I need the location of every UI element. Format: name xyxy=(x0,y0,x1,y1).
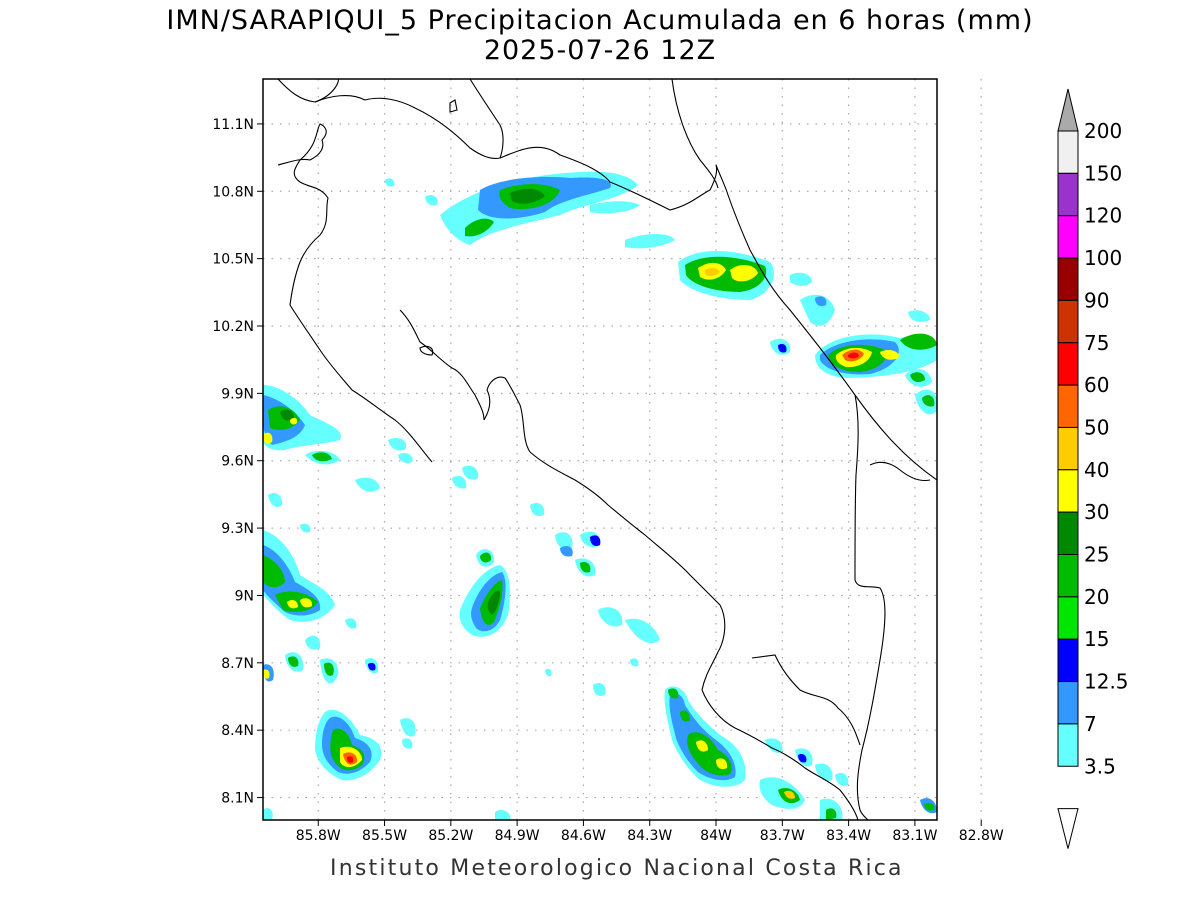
colorbar-label: 7 xyxy=(1084,712,1097,736)
island xyxy=(449,99,458,113)
colorbar-swatch xyxy=(1057,638,1079,683)
colorbar-label: 120 xyxy=(1084,204,1122,228)
tick-label-lon: 83.1W xyxy=(892,828,937,844)
colorbar-arrow-high xyxy=(1057,88,1079,132)
precip-cell xyxy=(452,465,660,696)
colorbar-swatch xyxy=(1057,511,1079,556)
precip-cell xyxy=(263,709,416,820)
tick-label-lat: 10.8N xyxy=(212,184,254,200)
tick-label-lat: 8.4N xyxy=(221,723,254,739)
colorbar-label: 50 xyxy=(1084,415,1109,439)
tick-label-lon: 84W xyxy=(700,828,732,844)
map-gridlines xyxy=(257,79,982,826)
colorbar-label: 90 xyxy=(1084,288,1109,312)
map-title: IMN/SARAPIQUI_5 Precipitacion Acumulada … xyxy=(166,5,1034,36)
colorbar-label: 15 xyxy=(1084,627,1109,651)
map-frame xyxy=(262,78,938,821)
island xyxy=(419,345,434,356)
colorbar-swatch xyxy=(1057,554,1079,598)
colorbar-label: 75 xyxy=(1084,331,1109,355)
tick-label-lon: 85.5W xyxy=(362,828,407,844)
coastline-nicoya-gulf xyxy=(399,309,485,421)
colorbar-label: 20 xyxy=(1084,585,1109,609)
tick-label-lon: 83.7W xyxy=(760,828,805,844)
tick-label-lat: 11.1N xyxy=(212,117,254,133)
coastline-pacific-central xyxy=(483,376,726,691)
coastline-bocas xyxy=(869,461,931,482)
coastline-osa xyxy=(701,689,859,820)
precip-cell xyxy=(263,385,407,533)
tick-label-lat: 10.2N xyxy=(212,319,254,335)
coastline-pacific-guanacaste xyxy=(277,123,433,463)
tick-label-lon: 85.8W xyxy=(296,828,341,844)
tick-label-lat: 9.6N xyxy=(221,454,254,470)
tick-label-lon: 82.8W xyxy=(959,828,1004,844)
colorbar-swatch xyxy=(1057,723,1079,767)
map-frame-bg xyxy=(263,79,937,820)
tick-label-lat: 8.1N xyxy=(221,791,254,807)
coastline-layer xyxy=(277,79,937,820)
tick-label-lon: 84.6W xyxy=(561,828,606,844)
colorbar-label: 3.5 xyxy=(1084,754,1116,778)
latitude-axis: 11.1N 10.8N 10.5N 10.2N 9.9N 9.6N 9.3N 9N 8.7N 8.… xyxy=(212,117,254,807)
precip-cell xyxy=(770,272,835,355)
colorbar-arrow-low xyxy=(1057,808,1079,849)
colorbar-swatch xyxy=(1057,596,1079,640)
tick-label-lat: 9N xyxy=(235,588,254,604)
precip-cell xyxy=(664,686,937,820)
tick-label-lat: 10.5N xyxy=(212,252,254,268)
colorbar-swatch xyxy=(1057,342,1079,386)
precipitation-layer xyxy=(263,171,937,820)
border-nicaragua-caribbean xyxy=(499,146,937,481)
colorbar-swatch xyxy=(1057,681,1079,725)
tick-label-lat: 9.9N xyxy=(221,386,254,402)
precip-cell xyxy=(263,530,379,684)
tick-label-lon: 85.2W xyxy=(428,828,473,844)
tick-label-lon: 83.4W xyxy=(826,828,871,844)
precip-cell xyxy=(440,171,675,249)
colorbar-swatch xyxy=(1057,299,1079,344)
colorbar-swatch xyxy=(1057,469,1079,513)
colorbar-swatch xyxy=(1057,257,1079,301)
map-subtitle-date: 2025-07-26 12Z xyxy=(483,35,717,66)
coastline xyxy=(671,79,719,189)
tick-label-lon: 84.9W xyxy=(495,828,540,844)
coastline xyxy=(314,94,501,159)
border-panama xyxy=(854,394,886,820)
colorbar: 200 150 120 100 90 75 60 50 40 30 25 20 15 12.5 7 3.5 xyxy=(1057,88,1129,849)
longitude-axis: 85.8W 85.5W 85.2W 84.9W 84.6W 84.3W 84W 83.7W 83… xyxy=(296,828,1004,844)
precip-cell xyxy=(678,251,774,300)
colorbar-label: 25 xyxy=(1084,543,1109,567)
colorbar-label: 150 xyxy=(1084,161,1122,185)
precip-cell xyxy=(815,310,937,415)
credit-text: Instituto Meteorologico Nacional Costa R… xyxy=(330,856,904,881)
colorbar-swatch xyxy=(1057,215,1079,259)
colorbar-swatch xyxy=(1057,172,1079,217)
coastline-golfo-dulce xyxy=(751,654,861,746)
coastline xyxy=(469,79,504,159)
precip-cell xyxy=(385,178,639,820)
colorbar-swatch xyxy=(1057,130,1079,174)
tick-label-lat: 9.3N xyxy=(221,521,254,537)
colorbar-label: 40 xyxy=(1084,458,1109,482)
colorbar-swatch xyxy=(1057,426,1079,471)
colorbar-label: 30 xyxy=(1084,500,1109,524)
colorbar-swatch xyxy=(1057,384,1079,428)
colorbar-label: 12.5 xyxy=(1084,670,1129,694)
colorbar-label: 200 xyxy=(1084,119,1122,143)
colorbar-label: 100 xyxy=(1084,246,1122,270)
colorbar-label: 60 xyxy=(1084,373,1109,397)
tick-label-lat: 8.7N xyxy=(221,656,254,672)
tick-label-lon: 84.3W xyxy=(627,828,672,844)
